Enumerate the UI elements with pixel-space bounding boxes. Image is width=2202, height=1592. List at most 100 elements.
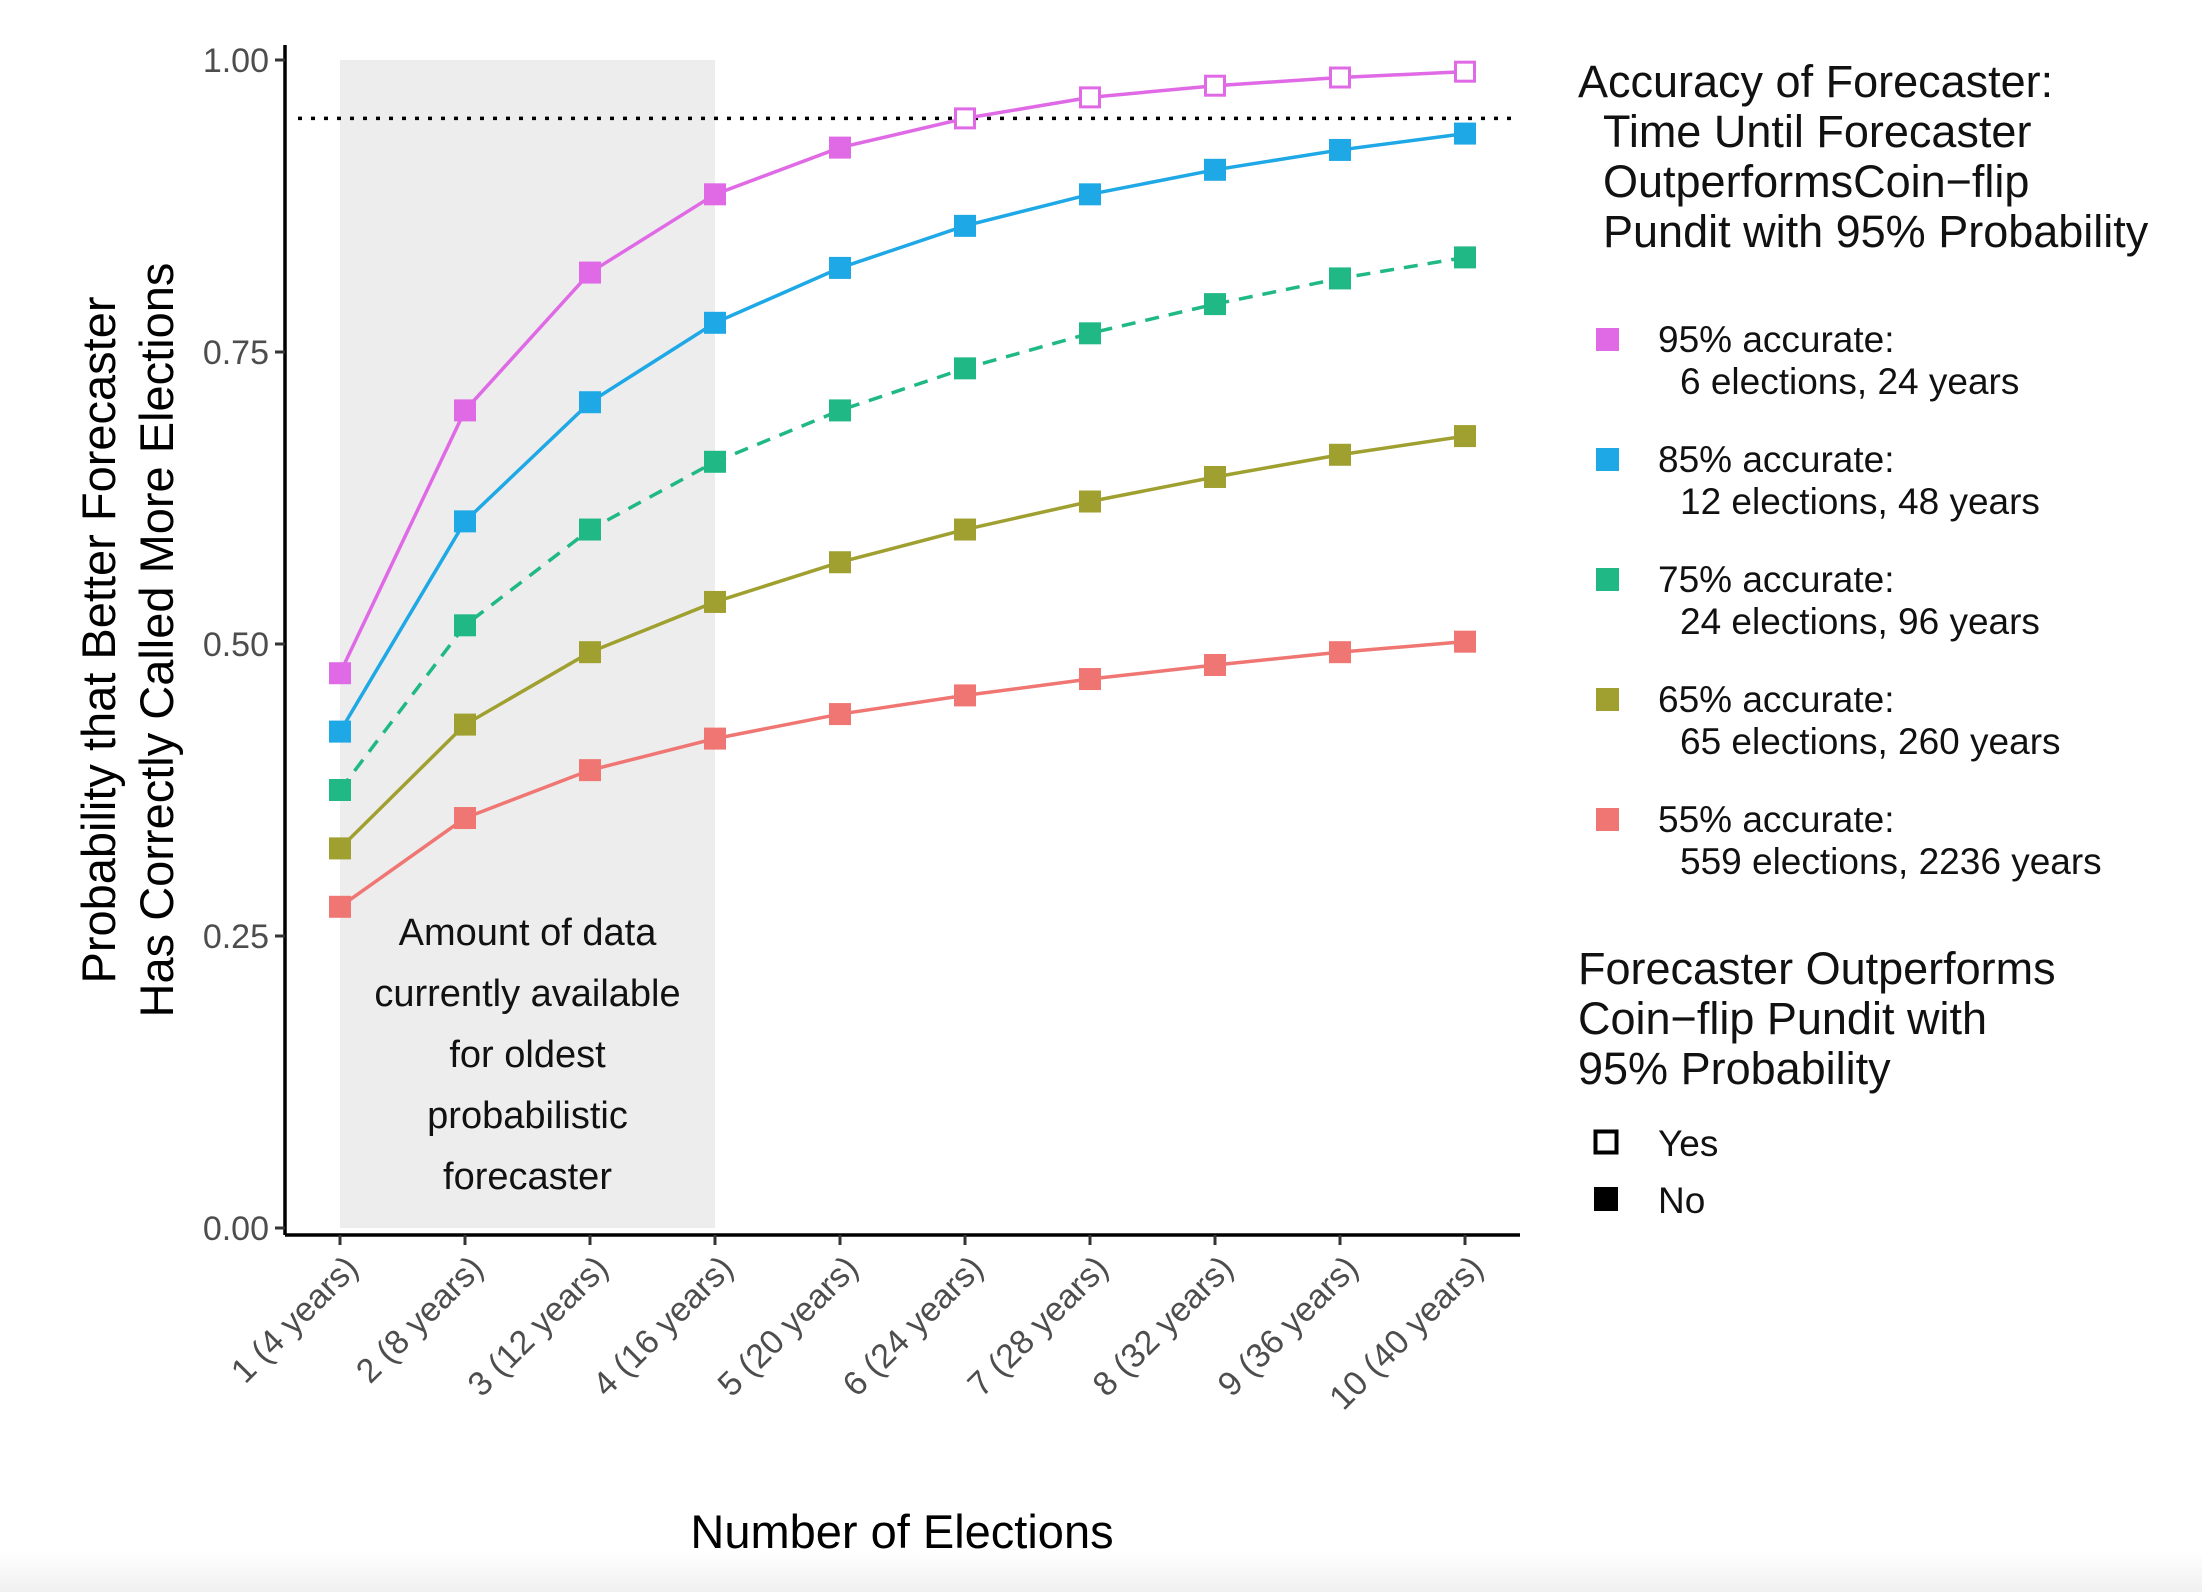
data-point (1079, 86, 1101, 109)
data-point (579, 759, 601, 782)
data-point (1454, 246, 1476, 269)
data-point (1454, 60, 1476, 83)
y-tick-label: 0.50 (203, 626, 269, 664)
y-tick-label: 0.00 (203, 1210, 269, 1248)
data-point (1204, 465, 1226, 488)
data-point (454, 614, 476, 637)
data-point (454, 713, 476, 736)
legend-label: No (1658, 1180, 1705, 1221)
legend-label: 55% accurate: (1658, 799, 1895, 840)
legend-detail: 559 elections, 2236 years (1680, 841, 2102, 882)
bottom-edge (0, 1552, 2202, 1592)
y-tick-label: 0.25 (203, 918, 269, 956)
data-point (704, 727, 726, 750)
data-point (579, 261, 601, 284)
legend-title-line: Forecaster Outperforms (1578, 943, 2056, 994)
series-line (338, 434, 1466, 850)
legend-key-filled (1594, 1187, 1618, 1211)
series-line (338, 639, 1466, 909)
legend-key (1596, 448, 1619, 471)
legend-label: 85% accurate: (1658, 439, 1895, 480)
data-point (1329, 138, 1351, 161)
annotation-line: forecaster (443, 1156, 612, 1198)
series-line (338, 255, 1466, 792)
shaded-region (340, 60, 715, 1228)
data-point (454, 399, 476, 422)
y-axis-title: Probability that Better Forecaster Has Co… (72, 263, 183, 1018)
data-point (579, 641, 601, 664)
y-axis-ticks: 0.00 0.25 0.50 0.75 1.00 (203, 42, 285, 1248)
legend-detail: 12 elections, 48 years (1680, 481, 2040, 522)
data-point (829, 136, 851, 159)
data-point (954, 518, 976, 541)
data-point (579, 391, 601, 414)
data-point (329, 779, 351, 801)
data-point (954, 684, 976, 707)
data-point (329, 895, 351, 918)
series-line (338, 69, 1466, 674)
legend-detail: 65 elections, 260 years (1680, 721, 2061, 762)
legend-key (1596, 328, 1619, 351)
y-axis-title-line: Has Correctly Called More Elections (130, 263, 183, 1018)
data-point (454, 807, 476, 830)
series-line (338, 131, 1466, 733)
data-point (1329, 443, 1351, 466)
legend-key-hollow (1593, 1129, 1619, 1155)
data-point (1329, 267, 1351, 290)
legend-title-line: Coin−flip Pundit with (1578, 993, 1987, 1044)
data-point (1204, 74, 1226, 97)
shaded-region-annotation: Amount of data currently available for old… (374, 912, 680, 1198)
data-point (954, 107, 976, 130)
data-point (829, 551, 851, 574)
legend-detail: 24 elections, 96 years (1680, 601, 2040, 642)
legend-detail: 6 elections, 24 years (1680, 361, 2019, 402)
legend: Accuracy of Forecaster:Time Until Foreca… (1578, 56, 2149, 1221)
data-point (704, 450, 726, 473)
x-axis-ticks: 1 (4 years)2 (8 years)3 (12 years)4 (16 … (224, 1235, 1491, 1417)
x-tick-label: 1 (4 years) (224, 1249, 366, 1391)
data-point (1079, 668, 1101, 691)
annotation-line: currently available (374, 973, 680, 1015)
data-point (329, 720, 351, 743)
y-tick-label: 0.75 (203, 334, 269, 372)
legend-key (1596, 568, 1619, 591)
data-point (1079, 183, 1101, 206)
data-point (1079, 322, 1101, 345)
data-point (829, 703, 851, 726)
x-axis-title: Number of Elections (690, 1505, 1113, 1558)
data-point (579, 518, 601, 541)
data-point (1204, 158, 1226, 181)
legend-key (1596, 808, 1619, 831)
data-point (1454, 425, 1476, 448)
data-point (704, 183, 726, 206)
data-point (829, 256, 851, 279)
legend-title-line: 95% Probability (1578, 1043, 1891, 1094)
legend-label: Yes (1658, 1123, 1718, 1164)
y-axis-title-line: Probability that Better Forecaster (72, 296, 125, 983)
data-point (1329, 641, 1351, 664)
data-point (329, 662, 351, 685)
legend-label: 65% accurate: (1658, 679, 1895, 720)
legend-title-line: Time Until Forecaster (1603, 106, 2031, 157)
data-point (329, 837, 351, 860)
data-point (704, 590, 726, 613)
legend-title-line: Pundit with 95% Probability (1603, 206, 2149, 257)
annotation-line: for oldest (449, 1034, 606, 1076)
data-point (1454, 122, 1476, 145)
data-point (1454, 630, 1476, 653)
data-point (829, 399, 851, 422)
y-tick-label: 1.00 (203, 42, 269, 80)
legend-title-line: Accuracy of Forecaster: (1578, 56, 2053, 107)
data-point (1329, 66, 1351, 89)
legend-label: 95% accurate: (1658, 319, 1895, 360)
annotation-line: probabilistic (427, 1095, 628, 1137)
legend-title-line: OutperformsCoin−flip (1603, 156, 2029, 207)
data-point (954, 214, 976, 237)
data-point (1204, 293, 1226, 316)
data-point (954, 357, 976, 380)
annotation-line: Amount of data (399, 912, 658, 954)
legend-label: 75% accurate: (1658, 559, 1895, 600)
legend-key (1596, 688, 1619, 711)
data-point (1204, 654, 1226, 677)
